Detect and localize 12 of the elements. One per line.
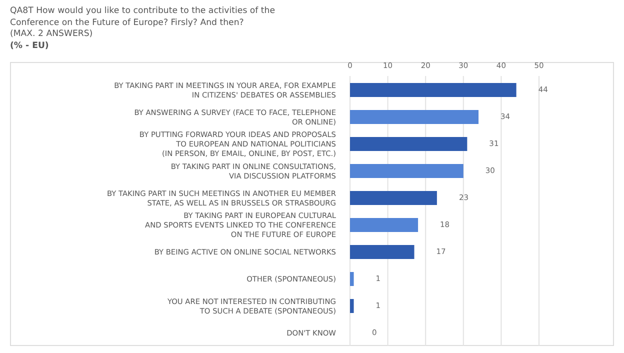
- bar: [350, 191, 437, 205]
- bar: [350, 83, 516, 97]
- text: QA8T How would you like to contribute to the activities of the Conference on the Future of Europe? Firsly? And then?: [10, 6, 276, 29]
- bar: [350, 164, 464, 178]
- text: (MAX. 2 ANSWERS): [10, 29, 94, 40]
- bar: [350, 137, 468, 151]
- bar: [350, 110, 479, 124]
- bar: [350, 218, 418, 232]
- text: (% - EU): [10, 40, 50, 52]
- bar: [350, 299, 354, 313]
- bar: [350, 245, 414, 259]
- bar: [350, 272, 354, 286]
